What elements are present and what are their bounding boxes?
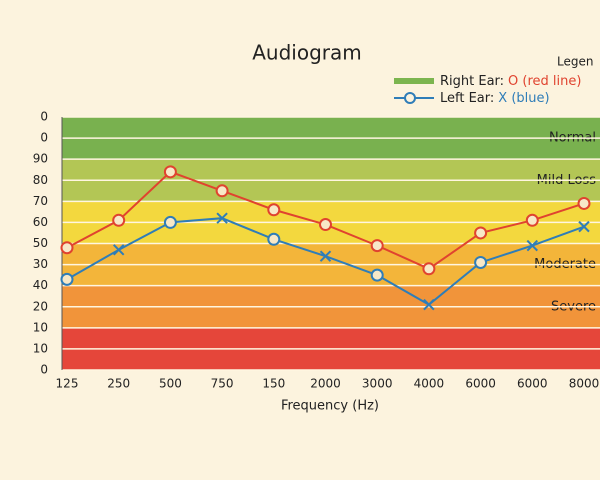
- x-stroke: [319, 250, 332, 262]
- y-tick-label: 70: [33, 194, 48, 208]
- y-tick-label: 10: [33, 320, 48, 334]
- legend-note: X (blue): [498, 91, 549, 106]
- legend-swatch: [394, 78, 434, 84]
- legend-title: Legen: [557, 55, 593, 69]
- y-tick-label: 50: [33, 236, 48, 250]
- x-tick-label: 150: [262, 377, 285, 391]
- y-tick-label: 80: [33, 173, 48, 187]
- legend-name: Right Ear:: [440, 74, 504, 89]
- circle-marker: [267, 232, 281, 246]
- y-tick-label: 40: [33, 278, 48, 292]
- circle-marker: [267, 203, 281, 217]
- x-marker: [423, 298, 435, 311]
- x-marker: [112, 244, 125, 256]
- x-axis-label: Frequency (Hz): [281, 399, 379, 414]
- circle-marker: [215, 184, 229, 198]
- x-marker: [526, 239, 539, 252]
- circle-marker: [525, 213, 539, 227]
- legend-name: Left Ear:: [440, 91, 494, 106]
- legend-label: Left Ear: X (blue): [440, 91, 550, 106]
- x-tick-label: 250: [107, 377, 130, 391]
- circle-marker: [370, 268, 384, 282]
- x-tick-label: 6000: [517, 377, 548, 391]
- circle-marker: [60, 241, 74, 255]
- y-tick-label: 0: [40, 131, 48, 145]
- chart-title: Audiogram: [252, 41, 362, 65]
- circle-marker: [319, 218, 332, 232]
- x-stroke: [423, 298, 435, 311]
- x-tick-label: 8000: [569, 377, 600, 391]
- x-tick-label: 2000: [310, 377, 341, 391]
- x-tick-label: 500: [159, 377, 182, 391]
- y-tick-label: 60: [33, 215, 48, 229]
- x-stroke: [526, 239, 539, 252]
- legend-marker: [404, 92, 416, 104]
- circle-marker: [474, 255, 488, 269]
- x-tick-label: 6000: [465, 377, 496, 391]
- circle-marker: [112, 213, 126, 227]
- circle-marker: [422, 262, 436, 276]
- circle-marker: [163, 165, 177, 179]
- x-tick-label: 4000: [414, 377, 445, 391]
- x-stroke: [578, 220, 590, 233]
- y-tick-label: 90: [33, 152, 48, 166]
- legend-note: O (red line): [508, 74, 581, 89]
- legend-label: Right Ear: O (red line): [440, 74, 581, 89]
- circle-marker: [474, 226, 488, 240]
- circle-marker: [163, 215, 177, 229]
- y-tick-label: 10: [33, 341, 48, 355]
- x-tick-label: 750: [211, 377, 234, 391]
- x-marker: [578, 220, 590, 233]
- circle-marker: [60, 272, 74, 286]
- x-stroke: [112, 244, 125, 256]
- x-marker: [319, 250, 332, 262]
- circle-marker: [577, 196, 591, 210]
- x-marker: [216, 212, 228, 224]
- y-tick-label: 0: [40, 363, 48, 377]
- x-tick-label: 125: [56, 377, 79, 391]
- x-tick-label: 3000: [362, 377, 393, 391]
- y-tick-label: 20: [33, 299, 48, 313]
- x-stroke: [216, 212, 228, 224]
- circle-marker: [370, 239, 384, 253]
- y-tick-label: 30: [33, 257, 48, 271]
- y-tick-label: 0: [40, 110, 48, 124]
